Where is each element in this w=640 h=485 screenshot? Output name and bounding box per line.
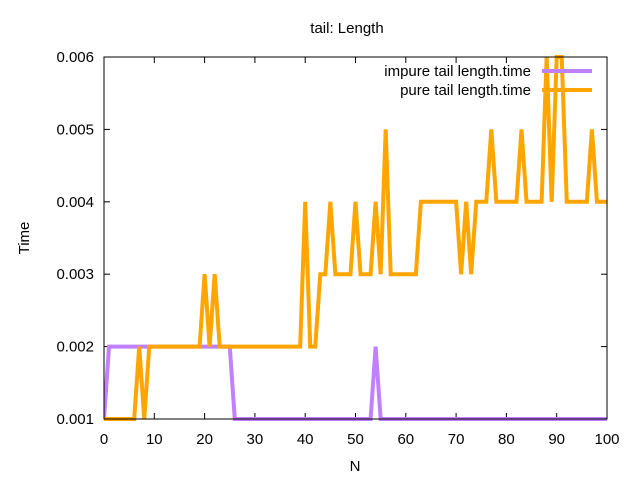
x-tick-label: 20 <box>196 431 213 448</box>
y-tick-label: 0.004 <box>56 194 94 211</box>
y-tick-label: 0.006 <box>56 49 94 66</box>
legend-label: pure tail length.time <box>400 82 531 99</box>
x-tick-label: 80 <box>498 431 515 448</box>
x-tick-label: 90 <box>548 431 565 448</box>
plot-area-frame <box>103 56 608 420</box>
x-tick-label: 50 <box>347 431 364 448</box>
y-tick-label: 0.002 <box>56 339 94 356</box>
x-axis-label: N <box>350 458 361 475</box>
y-tick-label: 0.001 <box>56 411 94 428</box>
y-tick-label: 0.003 <box>56 266 94 283</box>
x-tick-label: 0 <box>100 431 108 448</box>
x-tick-label: 30 <box>247 431 264 448</box>
axis-ticks: 0 10 20 30 40 50 60 70 80 90 100 0.001 0.002 0.003 0.0… <box>56 49 619 448</box>
chart-title: tail: Length <box>310 20 383 37</box>
series-line-2 <box>104 55 607 421</box>
y-axis-label: Time <box>16 222 33 255</box>
legend-label: impure tail length.time <box>384 63 531 80</box>
x-tick-label: 10 <box>146 431 163 448</box>
chart-legend: impure tail length.time pure tail length.… <box>384 63 592 99</box>
x-tick-label: 60 <box>397 431 414 448</box>
x-tick-label: 40 <box>297 431 314 448</box>
y-tick-label: 0.005 <box>56 121 94 138</box>
x-tick-label: 100 <box>594 431 619 448</box>
x-tick-label: 70 <box>448 431 465 448</box>
